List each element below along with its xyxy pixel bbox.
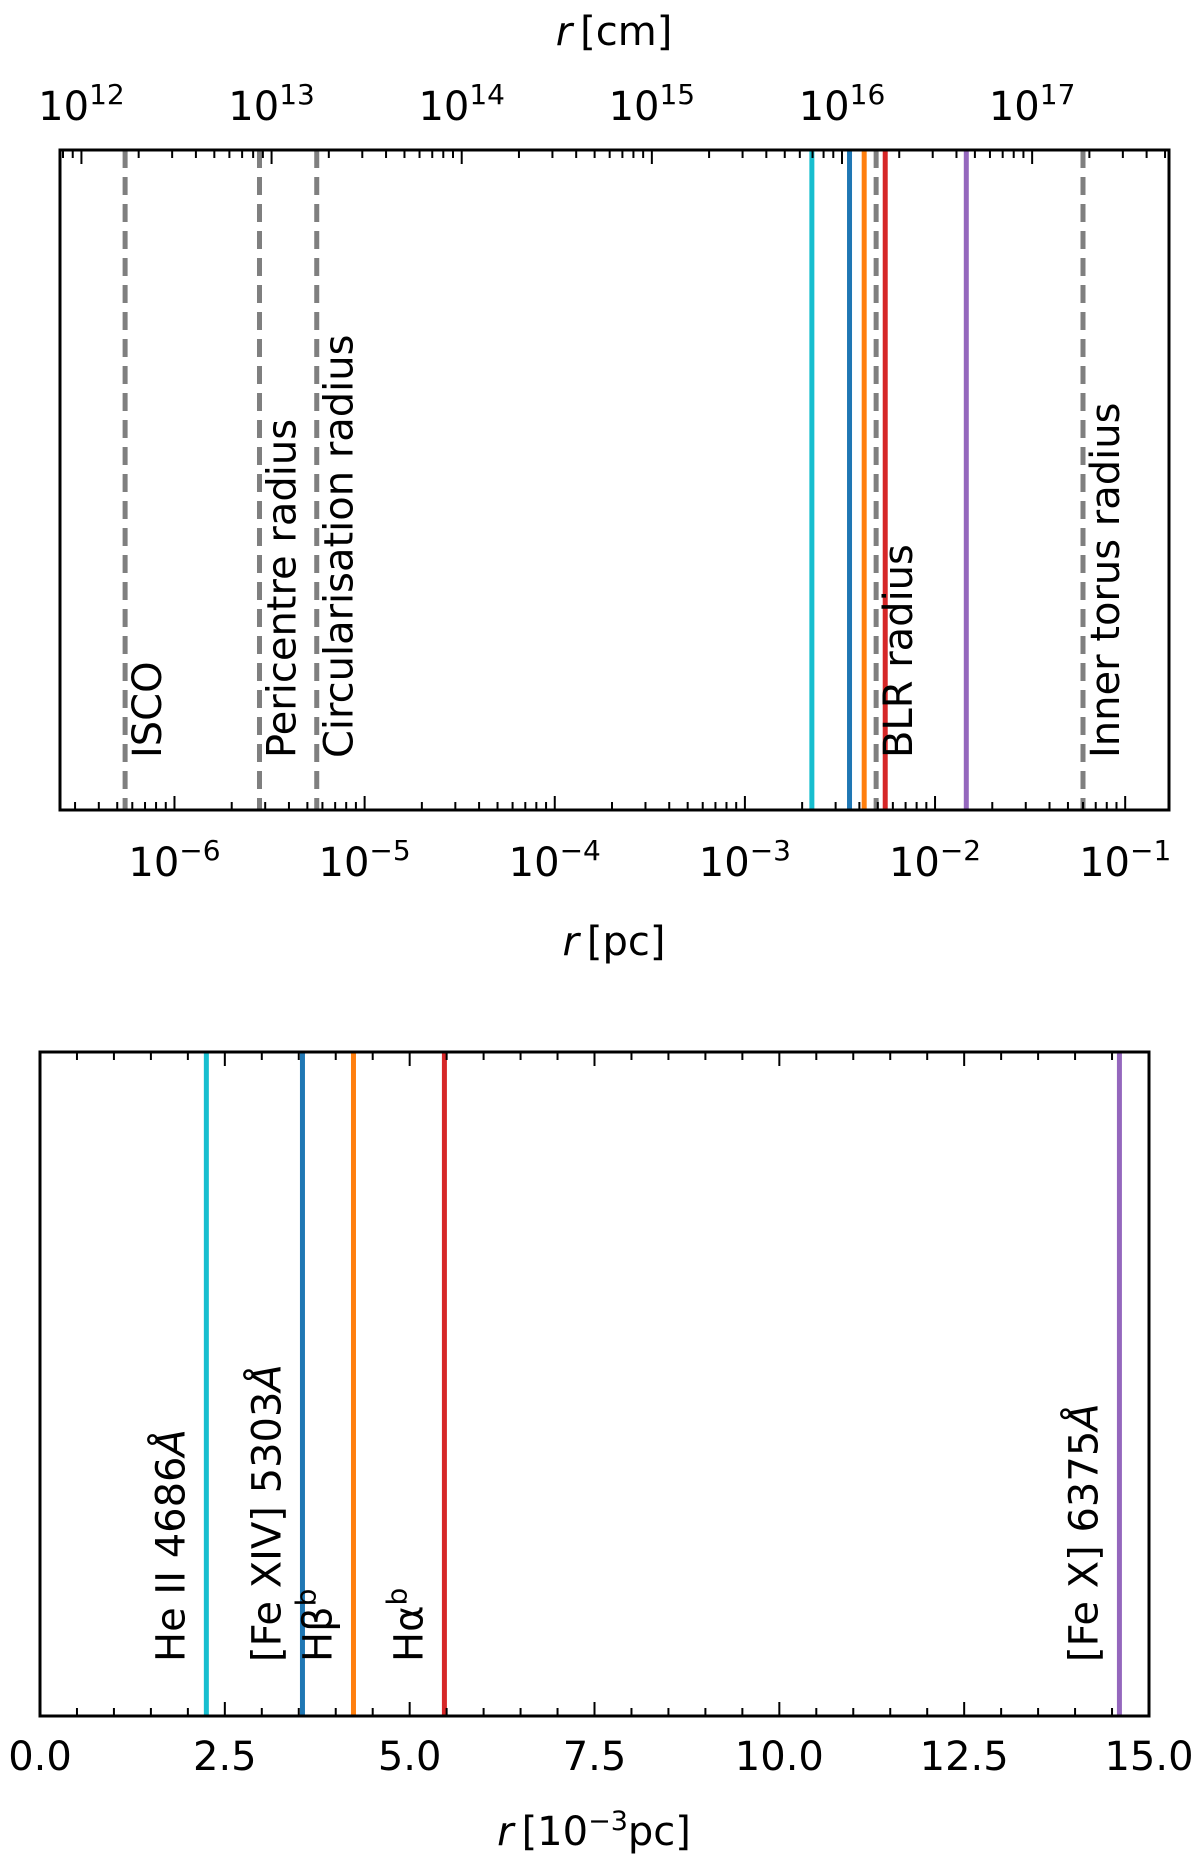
x-tick-label: 5.0 (378, 1734, 442, 1780)
line-label-main: [Fe X] 6375 (1061, 1431, 1107, 1662)
x-tick-label: 0.0 (8, 1734, 72, 1780)
x-tick-label: 10.0 (735, 1734, 824, 1780)
bottom-panel: 0.0 2.5 5.0 7.5 10.0 12.5 15.0 He II 4686Å [Fe … (8, 1050, 1194, 1856)
cm-tick-label: 1015 (609, 78, 696, 131)
bottom-axis-post: pc] (628, 1809, 691, 1855)
line-label-sup: b (289, 1589, 322, 1607)
pc-tick-exp: −4 (560, 834, 601, 867)
pc-tick-label: 10−4 (509, 834, 601, 887)
pc-tick-exp: −6 (179, 834, 220, 867)
line-label-he2: He II 4686Å (146, 1429, 194, 1662)
line-label-fe10: [Fe X] 6375Å (1059, 1403, 1107, 1662)
line-label-angstrom: Å (242, 1364, 290, 1394)
pc-tick-exp: −2 (940, 834, 981, 867)
bottom-axis-title: r [10−3pc] (497, 1806, 691, 1856)
cm-tick-label: 1012 (38, 78, 125, 131)
x-tick-label: 15.0 (1104, 1734, 1193, 1780)
bottom-tick-labels: 0.0 2.5 5.0 7.5 10.0 12.5 15.0 (8, 1734, 1193, 1780)
cm-tick-exp: 15 (659, 78, 695, 111)
cm-tick-base: 10 (38, 84, 89, 130)
line-label-sup: b (380, 1588, 413, 1606)
pc-tick-exp: −5 (369, 834, 410, 867)
cm-tick-exp: 14 (469, 78, 505, 111)
cm-tick-exp: 16 (850, 78, 886, 111)
cm-tick-label: 1014 (418, 78, 505, 131)
bottom-lines (203, 1052, 1122, 1716)
pc-tick-exp: −1 (1130, 834, 1171, 867)
line-label-fe14: [Fe XIV] 5303Å (242, 1364, 290, 1662)
line-label-main: He II 4686 (148, 1456, 194, 1662)
top-dashed-labels: ISCO Pericentre radius Circularisation rad… (125, 335, 1129, 758)
line-label-halpha: Hαb (380, 1588, 433, 1662)
x-tick-label: 2.5 (193, 1734, 257, 1780)
line-label-main: [Fe XIV] 5303 (244, 1392, 290, 1662)
bottom-axis-var: r (497, 1809, 516, 1855)
dashed-label-ISCO: ISCO (125, 661, 171, 758)
bottom-log-axis-title: r [pc] (562, 919, 665, 965)
top-solid-lines (809, 150, 969, 810)
pc-tick-base: 10 (128, 840, 179, 886)
cm-tick-label: 1017 (989, 78, 1076, 131)
dashed-label-circularisation: Circularisation radius (317, 335, 363, 758)
line-label-angstrom: Å (1059, 1403, 1107, 1433)
x-tick-label: 12.5 (920, 1734, 1009, 1780)
pc-tick-label: 10−2 (889, 834, 981, 887)
pc-tick-base: 10 (319, 840, 370, 886)
top-axis-ticks (62, 150, 1167, 810)
cm-tick-exp: 17 (1040, 78, 1076, 111)
top-plot-frame (58, 148, 1171, 812)
cm-tick-base: 10 (228, 84, 279, 130)
line-label-hbeta: Hβb (289, 1589, 342, 1662)
cm-tick-exp: 12 (89, 78, 125, 111)
line-label-main: Hα (386, 1606, 432, 1662)
pc-tick-base: 10 (1079, 840, 1130, 886)
cm-tick-base: 10 (609, 84, 660, 130)
line-label-angstrom: Å (146, 1429, 194, 1459)
top-axis-unit: [cm] (580, 9, 672, 55)
bottom-axis-ticks (39, 1052, 1150, 1716)
pc-tick-label: 10−5 (319, 834, 411, 887)
pc-tick-base: 10 (699, 840, 750, 886)
line-label-main: Hβ (295, 1606, 341, 1662)
x-tick-label: 7.5 (563, 1734, 627, 1780)
pc-tick-label: 10−3 (699, 834, 791, 887)
cm-tick-exp: 13 (279, 78, 315, 111)
top-dashed-lines (122, 150, 1086, 810)
dashed-label-blr: BLR radius (876, 544, 922, 758)
bottom-axis-exp: −3 (588, 1806, 628, 1837)
pc-tick-label: 10−6 (128, 834, 220, 887)
bottom-log-axis-var: r (562, 919, 581, 965)
dashed-label-pericentre: Pericentre radius (259, 419, 305, 758)
top-axis-title: r [cm] (556, 9, 673, 55)
cm-tick-label: 1016 (799, 78, 886, 131)
dashed-label-torus: Inner torus radius (1083, 403, 1129, 758)
top-axis-var: r (556, 9, 575, 55)
cm-tick-base: 10 (799, 84, 850, 130)
cm-tick-base: 10 (418, 84, 469, 130)
cm-tick-label: 1013 (228, 78, 315, 131)
pc-tick-exp: −3 (750, 834, 791, 867)
pc-tick-base: 10 (889, 840, 940, 886)
bottom-log-axis-unit: [pc] (587, 919, 666, 965)
pc-tick-base: 10 (509, 840, 560, 886)
pc-tick-label: 10−1 (1079, 834, 1171, 887)
bottom-axis-pre: [10 (522, 1809, 589, 1855)
cm-tick-base: 10 (989, 84, 1040, 130)
